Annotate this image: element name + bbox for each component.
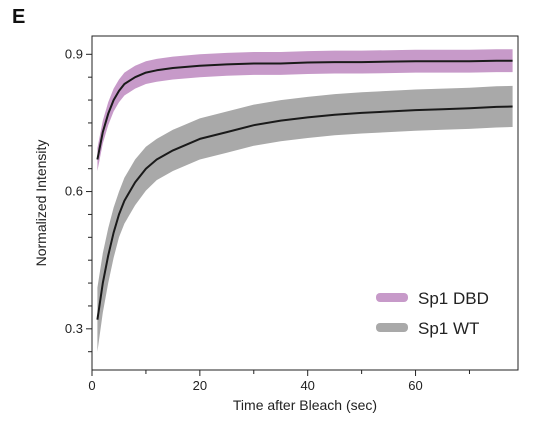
legend-label-sp1-wt: Sp1 WT	[418, 319, 479, 338]
panel-label: E	[12, 6, 26, 28]
x-tick-label: 0	[88, 378, 95, 393]
y-axis-label: Normalized Intensity	[33, 140, 49, 267]
y-tick-label: 0.9	[65, 46, 83, 61]
line-layer	[96, 59, 513, 320]
band-sp1-wt	[97, 85, 513, 352]
y-tick-label: 0.3	[65, 321, 83, 336]
x-tick-label: 20	[193, 378, 207, 393]
x-axis-label: Time after Bleach (sec)	[233, 397, 377, 413]
x-tick-label: 40	[300, 378, 314, 393]
legend-swatch-sp1-wt	[376, 323, 408, 332]
legend-swatch-sp1-dbd	[376, 293, 408, 302]
plot-frame	[91, 35, 519, 371]
legend-label-sp1-dbd: Sp1 DBD	[418, 289, 489, 308]
y-tick-label: 0.6	[65, 184, 83, 199]
x-tick-label: 60	[408, 378, 422, 393]
line-sp1-dbd	[96, 59, 513, 160]
legend: Sp1 DBD Sp1 WT	[376, 289, 489, 338]
tick-layer: 0 20 40 60 0.3 0.6 0.9	[65, 46, 470, 393]
line-sp1-wt	[96, 105, 513, 320]
